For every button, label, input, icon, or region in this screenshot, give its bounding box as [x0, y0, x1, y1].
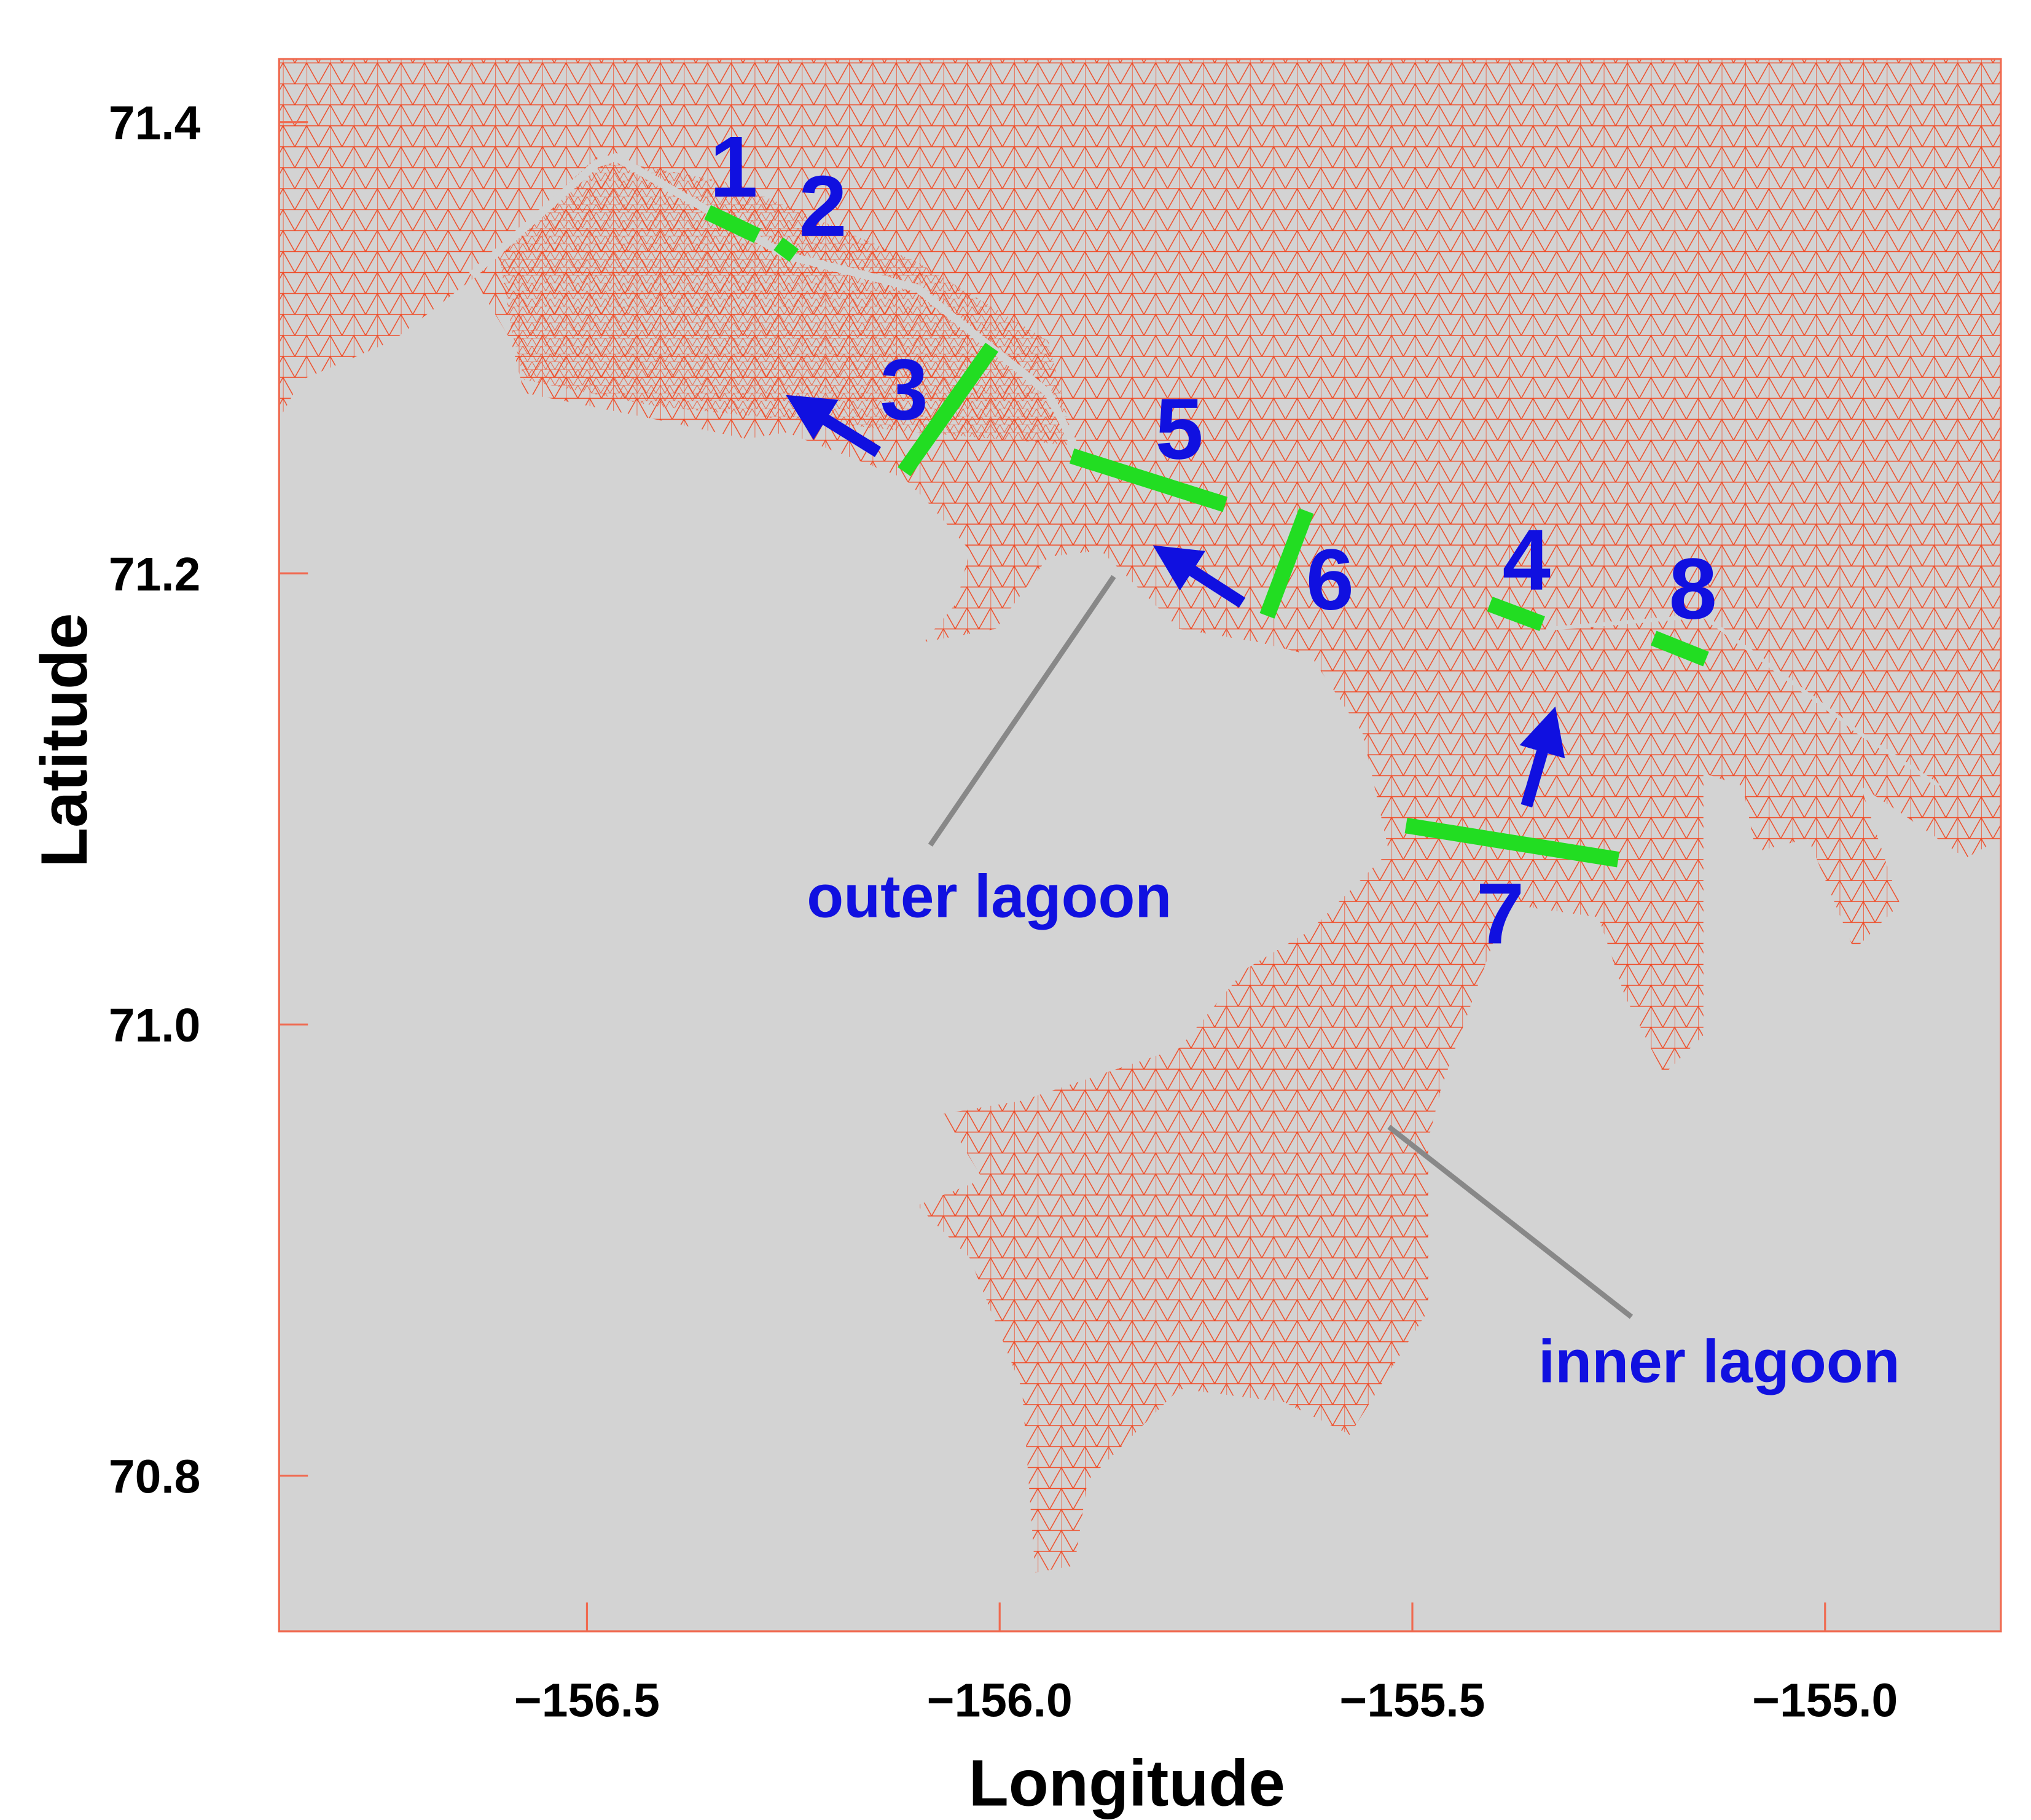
barrier-island — [1546, 613, 1941, 788]
arrow — [1519, 706, 1565, 808]
y-tick-label: 71.0 — [109, 1000, 200, 1052]
x-tick-label: −155.5 — [1340, 1675, 1485, 1727]
transect — [1259, 508, 1314, 619]
transect-label: 4 — [1503, 512, 1551, 608]
y-tick-label: 70.8 — [109, 1451, 200, 1503]
x-tick-label: −156.5 — [514, 1675, 660, 1727]
transect-label: 3 — [880, 341, 928, 437]
annotation: outer lagoon — [807, 863, 1172, 930]
transects — [704, 205, 1709, 868]
transect-label: 2 — [799, 158, 847, 254]
arrow — [1152, 545, 1246, 608]
mesh-dense — [498, 157, 1074, 446]
transect — [773, 237, 799, 262]
plot-frame — [278, 58, 2002, 1633]
transect — [1487, 597, 1545, 632]
annotation: inner lagoon — [1538, 1328, 1900, 1395]
transect — [1069, 448, 1228, 512]
y-axis-label: Latitude — [27, 613, 101, 868]
transect — [898, 342, 999, 477]
y-tick-label: 71.2 — [109, 549, 200, 601]
mesh-water — [279, 58, 2001, 1572]
transect — [1404, 817, 1620, 868]
x-tick-label: −155.0 — [1752, 1675, 1898, 1727]
arrow — [786, 394, 882, 457]
transect-label: 6 — [1306, 531, 1354, 628]
y-tick-label: 71.4 — [109, 97, 201, 149]
x-tick-label: −156.0 — [927, 1675, 1073, 1727]
transect-label: 1 — [710, 119, 757, 215]
transect-label: 8 — [1669, 541, 1717, 637]
leader-line — [1387, 1124, 1634, 1319]
flow-arrows — [786, 394, 1565, 808]
transect-label: 5 — [1155, 380, 1203, 477]
transect — [704, 205, 761, 243]
transect-label: 7 — [1476, 865, 1524, 962]
map-area — [279, 58, 2001, 1631]
leader-line — [928, 575, 1116, 847]
transect — [1650, 630, 1709, 667]
x-axis-label: Longitude — [969, 1746, 1285, 1820]
